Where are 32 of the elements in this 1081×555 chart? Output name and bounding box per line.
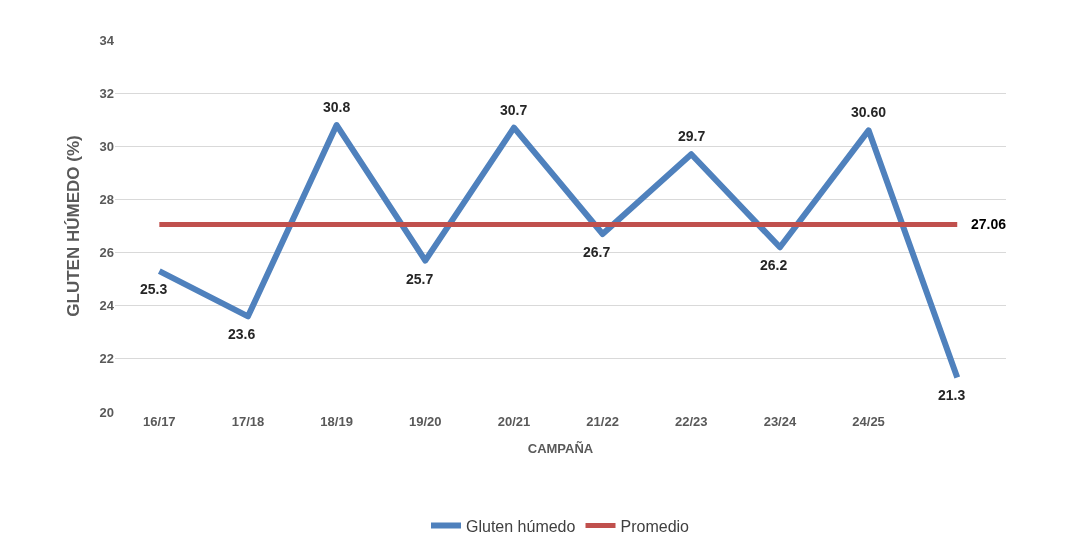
x-tick-label: 24/25 — [852, 414, 885, 429]
y-tick-label: 22 — [99, 351, 114, 367]
data-label: 30.8 — [323, 99, 351, 115]
x-tick-label: 22/23 — [675, 414, 708, 429]
y-tick-label: 24 — [99, 298, 115, 314]
legend-label: Gluten húmedo — [466, 517, 576, 535]
y-tick-label: 34 — [99, 32, 115, 48]
y-tick-label: 28 — [99, 191, 114, 207]
y-tick-label: 30 — [99, 138, 114, 154]
data-label: 27.06 — [971, 216, 1007, 232]
data-label: 25.3 — [140, 281, 168, 297]
y-axis-title: GLUTEN HÚMEDO (%) — [64, 135, 84, 317]
legend-label: Promedio — [620, 517, 690, 535]
data-label: 23.6 — [228, 326, 256, 342]
data-label: 26.2 — [760, 257, 788, 273]
y-tick-label: 32 — [99, 85, 114, 101]
y-tick-label: 20 — [99, 404, 114, 420]
x-tick-label: 21/22 — [586, 414, 619, 429]
x-tick-label: 19/20 — [409, 414, 442, 429]
x-axis-title: CAMPAÑA — [527, 440, 594, 456]
data-label: 25.7 — [406, 271, 434, 287]
x-tick-label: 16/17 — [143, 414, 176, 429]
data-label: 30.7 — [500, 102, 528, 118]
x-tick-label: 23/24 — [763, 414, 797, 429]
x-tick-label: 17/18 — [231, 414, 265, 429]
x-tick-label: 20/21 — [497, 414, 531, 429]
data-label: 30.60 — [851, 104, 887, 120]
x-tick-label: 18/19 — [320, 414, 353, 429]
data-label: 26.7 — [583, 244, 611, 260]
data-label: 21.3 — [938, 387, 966, 403]
y-tick-label: 26 — [99, 245, 114, 261]
data-label: 29.7 — [678, 128, 706, 144]
